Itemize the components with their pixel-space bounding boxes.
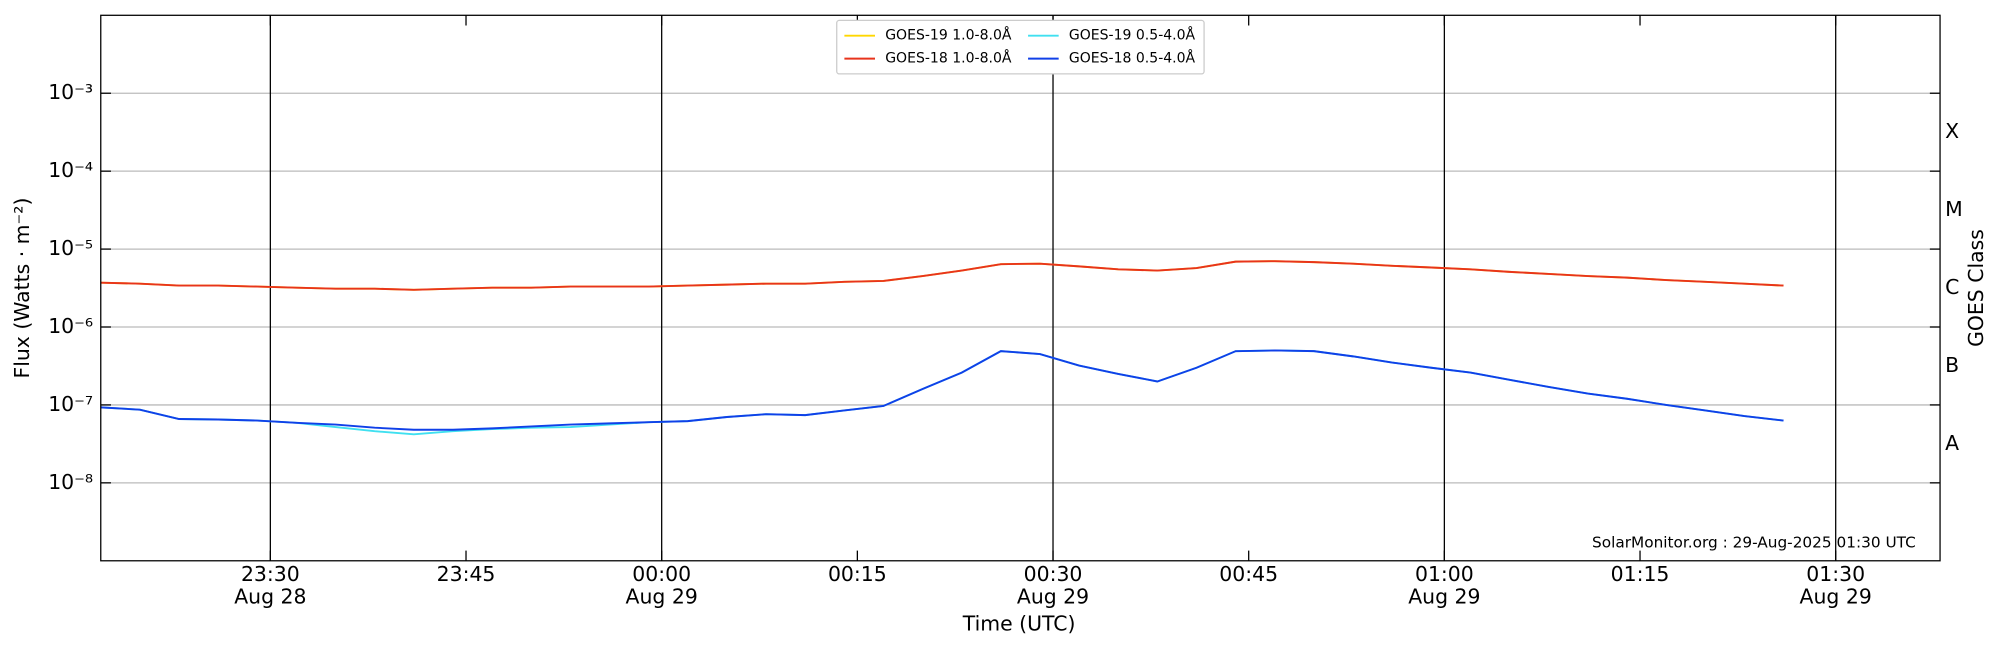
x-tick-date: Aug 29 (1800, 585, 1872, 609)
x-tick-date: Aug 29 (626, 585, 698, 609)
x-tick-date: Aug 29 (1408, 585, 1480, 609)
y2-tick-label: X (1945, 119, 1959, 143)
series-line (100, 349, 1784, 431)
x-tick-label: 01:15 (1611, 562, 1670, 586)
x-tick-date: Aug 29 (1017, 585, 1089, 609)
x-tick-label: 23:30 (241, 562, 300, 586)
y2-tick-label: M (1945, 197, 1963, 221)
x-tick-label: 00:30 (1024, 562, 1083, 586)
y-tick-label: 10⁻⁷ (48, 392, 93, 416)
legend-box (836, 19, 1205, 75)
x-tick-label: 01:00 (1415, 562, 1474, 586)
x-tick-date: Aug 28 (234, 585, 306, 609)
y-tick-label: 10⁻⁶ (48, 314, 93, 338)
y2-tick-label: C (1945, 275, 1959, 299)
annotation: SolarMonitor.org : 29-Aug-2025 01:30 UTC (1592, 533, 1916, 551)
legend-label: GOES-18 1.0-8.0Å (885, 50, 1012, 67)
x-axis-label: Time (UTC) (962, 612, 1076, 636)
series-line (100, 260, 1784, 291)
y-tick-label: 10⁻⁵ (48, 236, 93, 260)
x-tick-label: 00:45 (1219, 562, 1278, 586)
y-tick-label: 10⁻⁸ (48, 470, 93, 494)
y2-axis-label: GOES Class (1964, 229, 1988, 347)
x-tick-label: 23:45 (437, 562, 496, 586)
y-axis-label: Flux (Watts · m⁻²) (10, 198, 34, 379)
legend-label: GOES-19 1.0-8.0Å (885, 27, 1012, 44)
plot-frame (100, 14, 1941, 562)
x-tick-label: 00:15 (828, 562, 887, 586)
y-tick-label: 10⁻⁴ (48, 158, 93, 182)
y-tick-label: 10⁻³ (48, 80, 93, 104)
y2-tick-label: A (1945, 431, 1959, 455)
y2-tick-label: B (1945, 353, 1959, 377)
legend-label: GOES-18 0.5-4.0Å (1069, 50, 1196, 67)
x-tick-label: 00:00 (632, 562, 691, 586)
legend-label: GOES-19 0.5-4.0Å (1069, 27, 1196, 44)
x-tick-label: 01:30 (1806, 562, 1865, 586)
